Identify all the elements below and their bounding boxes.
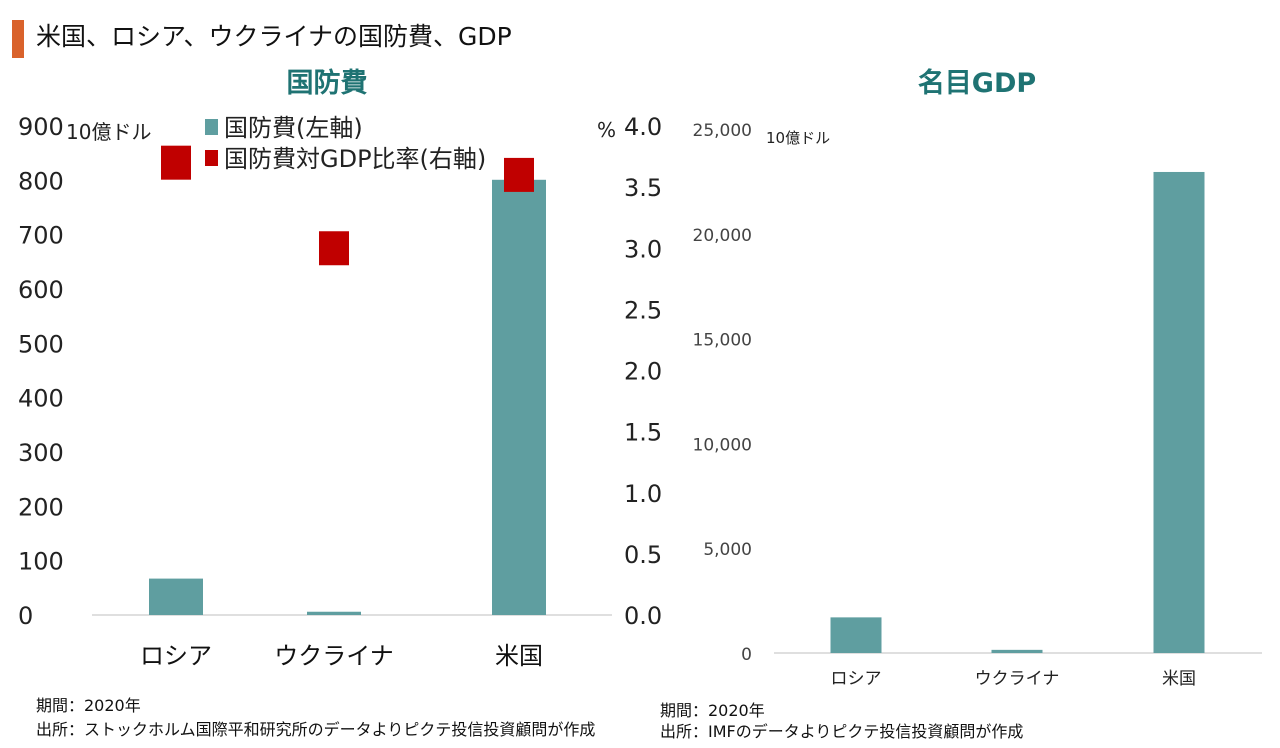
chart1-category-label: ロシア [140, 642, 212, 670]
chart1-category-label: ウクライナ [274, 642, 394, 670]
left-axis-unit-label: 10億ドル [66, 120, 151, 144]
left-source-note: 出所：ストックホルム国際平和研究所のデータよりピクテ投信投資顧問が作成 [36, 720, 596, 739]
left-axis-tick-label: 800 [18, 167, 64, 195]
chart2-category-label: ロシア [831, 669, 882, 689]
right-axis-tick-label: 3.5 [624, 174, 662, 202]
left-period-note: 期間：2020年 [36, 696, 141, 715]
chart2-title: 名目GDP [918, 67, 1036, 99]
accent-bar [12, 20, 24, 58]
gdp-ratio-marker [161, 145, 191, 180]
right-axis-tick-label: 4.0 [624, 113, 662, 141]
right-axis-tick-label: 2.5 [624, 296, 662, 324]
chart1-title: 国防費 [287, 68, 368, 99]
right-axis-tick-label: 1.0 [624, 480, 662, 508]
legend-marker-label: 国防費対GDP比率(右軸) [224, 145, 486, 173]
gdp-axis-tick-label: 10,000 [693, 435, 752, 455]
left-axis-tick-label: 100 [18, 548, 64, 576]
gdp-axis-unit-label: 10億ドル [766, 129, 830, 147]
right-axis-unit-label: % [597, 118, 616, 142]
left-axis-tick-label: 600 [18, 276, 64, 304]
legend-bar-swatch [205, 119, 218, 135]
left-axis-tick-label: 900 [18, 113, 64, 141]
gdp-bar [991, 649, 1043, 653]
chart2-category-label: 米国 [1162, 669, 1196, 689]
right-source-note: 出所：IMFのデータよりピクテ投信投資顧問が作成 [660, 722, 1024, 741]
legend-bar-label: 国防費(左軸) [224, 114, 363, 142]
gdp-axis-tick-label: 25,000 [693, 121, 752, 141]
right-period-note: 期間：2020年 [660, 701, 765, 720]
defense-spending-bar [307, 611, 361, 615]
left-axis-tick-label: 700 [18, 222, 64, 250]
gdp-axis-tick-label: 20,000 [693, 226, 752, 246]
gdp-bar [830, 617, 882, 653]
left-axis-tick-label: 500 [18, 330, 64, 358]
gdp-ratio-marker [504, 157, 534, 192]
left-axis-tick-label: 0 [18, 602, 33, 630]
gdp-axis-tick-label: 5,000 [703, 540, 752, 560]
left-axis-tick-label: 200 [18, 493, 64, 521]
chart2-category-label: ウクライナ [975, 669, 1060, 689]
defense-spending-bar [149, 578, 203, 615]
legend-marker-swatch [205, 150, 218, 166]
slide-title: 米国、ロシア、ウクライナの国防費、GDP [36, 22, 512, 51]
gdp-axis-tick-label: 0 [741, 645, 752, 665]
right-axis-tick-label: 2.0 [624, 358, 662, 386]
left-axis-tick-label: 400 [18, 385, 64, 413]
gdp-axis-tick-label: 15,000 [693, 331, 752, 351]
right-axis-tick-label: 0.5 [624, 541, 662, 569]
gdp-ratio-marker [319, 231, 349, 266]
chart1-category-label: 米国 [495, 642, 543, 670]
right-axis-tick-label: 3.0 [624, 235, 662, 263]
gdp-bar [1153, 171, 1205, 653]
defense-spending-bar [492, 179, 546, 616]
right-axis-tick-label: 1.5 [624, 419, 662, 447]
left-axis-tick-label: 300 [18, 439, 64, 467]
right-axis-tick-label: 0.0 [624, 602, 662, 630]
